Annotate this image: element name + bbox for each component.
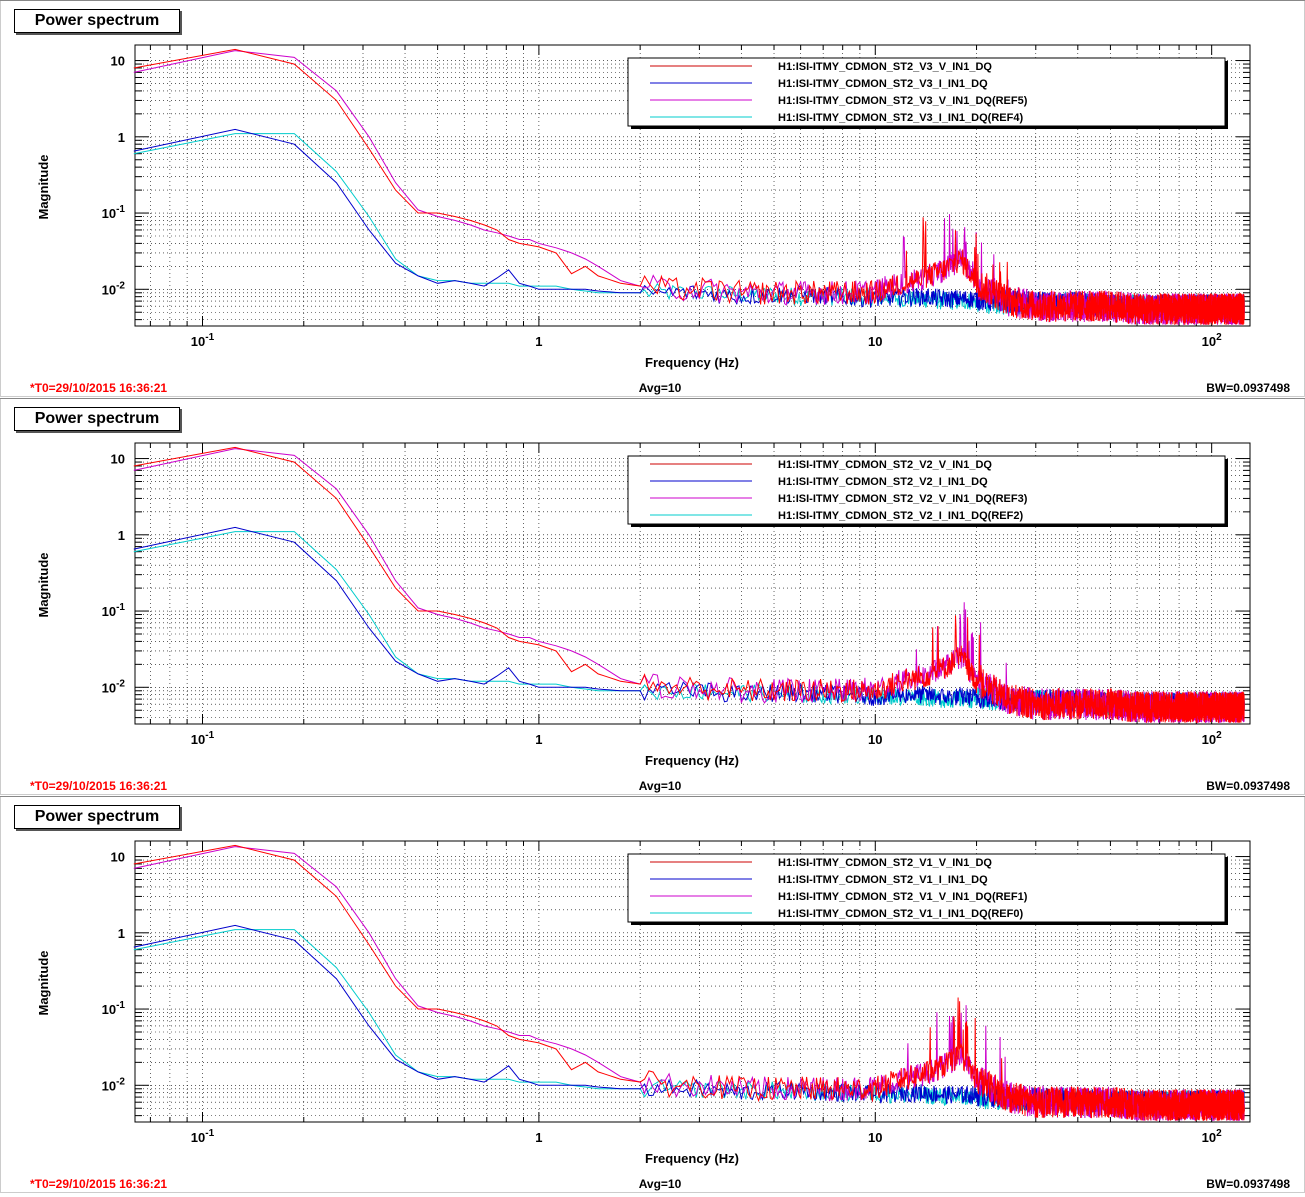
x-tick-label: 10-1 (191, 1128, 215, 1145)
x-tick-label: 10 (868, 334, 882, 349)
x-axis-label: Frequency (Hz) (645, 1151, 739, 1166)
spectrum-panel: 10-1 1 10 102 10-2 10-1 1 10 Frequency (Hz) Magni… (0, 398, 1305, 796)
y-tick-label: 10-1 (102, 602, 126, 619)
series-line (133, 48, 1245, 325)
legend-entry: H1:ISI-ITMY_CDMON_ST2_V3_I_IN1_DQ (778, 78, 988, 90)
y-axis-label: Magnitude (36, 155, 51, 220)
x-tick-label: 102 (1202, 730, 1222, 747)
y-axis-label: Magnitude (36, 553, 51, 618)
bandwidth-label: BW=0.0937498 (1206, 779, 1290, 793)
x-tick-label: 102 (1202, 332, 1222, 349)
y-tick-label: 10 (111, 850, 125, 865)
x-tick-label: 1 (535, 732, 542, 747)
y-tick-label: 10-1 (102, 204, 126, 221)
y-tick-label: 10 (111, 452, 125, 467)
axis-ticks (135, 841, 1250, 1122)
series-group (133, 446, 1245, 724)
x-tick-label: 10 (868, 732, 882, 747)
legend-entry: H1:ISI-ITMY_CDMON_ST2_V3_I_IN1_DQ(REF4) (778, 112, 1023, 124)
legend-entry: H1:ISI-ITMY_CDMON_ST2_V2_I_IN1_DQ(REF2) (778, 510, 1023, 522)
y-tick-label: 1 (118, 130, 125, 145)
grid (135, 45, 1250, 326)
spectrum-chart: 10-1 1 10 102 10-2 10-1 1 10 Frequency (Hz) Magni… (0, 0, 1305, 397)
legend: H1:ISI-ITMY_CDMON_ST2_V2_V_IN1_DQ H1:ISI-… (627, 455, 1228, 527)
axis-ticks (135, 45, 1250, 326)
legend-entry: H1:ISI-ITMY_CDMON_ST2_V2_V_IN1_DQ (778, 459, 992, 471)
grid (135, 443, 1250, 724)
legend-entry: H1:ISI-ITMY_CDMON_ST2_V3_V_IN1_DQ (778, 61, 992, 73)
series-group (133, 844, 1245, 1121)
legend-entry: H1:ISI-ITMY_CDMON_ST2_V1_I_IN1_DQ (778, 874, 988, 886)
panel-title: Power spectrum (14, 407, 180, 431)
y-tick-label: 1 (118, 528, 125, 543)
spectrum-panel: 10-1 1 10 102 10-2 10-1 1 10 Frequency (Hz) Magni… (0, 0, 1305, 398)
legend-entry: H1:ISI-ITMY_CDMON_ST2_V1_V_IN1_DQ (778, 857, 992, 869)
panel-title: Power spectrum (14, 9, 180, 33)
x-tick-label: 10 (868, 1130, 882, 1145)
x-tick-label: 102 (1202, 1128, 1222, 1145)
series-group (133, 48, 1245, 325)
average-label: Avg=10 (639, 381, 682, 395)
spectrum-chart: 10-1 1 10 102 10-2 10-1 1 10 Frequency (Hz) Magni… (0, 398, 1305, 795)
legend-entry: H1:ISI-ITMY_CDMON_ST2_V2_V_IN1_DQ(REF3) (778, 493, 1028, 505)
timestamp-label: *T0=29/10/2015 16:36:21 (30, 381, 167, 395)
spectrum-chart: 10-1 1 10 102 10-2 10-1 1 10 Frequency (Hz) Magni… (0, 796, 1305, 1193)
legend-entry: H1:ISI-ITMY_CDMON_ST2_V1_I_IN1_DQ(REF0) (778, 908, 1023, 920)
legend-entry: H1:ISI-ITMY_CDMON_ST2_V2_I_IN1_DQ (778, 476, 988, 488)
bandwidth-label: BW=0.0937498 (1206, 1177, 1290, 1191)
timestamp-label: *T0=29/10/2015 16:36:21 (30, 779, 167, 793)
x-tick-label: 1 (535, 1130, 542, 1145)
x-tick-label: 10-1 (191, 332, 215, 349)
x-axis-label: Frequency (Hz) (645, 753, 739, 768)
spectrum-panel: 10-1 1 10 102 10-2 10-1 1 10 Frequency (Hz) Magni… (0, 796, 1305, 1194)
average-label: Avg=10 (639, 779, 682, 793)
x-tick-label: 1 (535, 334, 542, 349)
series-line (133, 844, 1245, 1121)
y-tick-label: 10-2 (102, 1076, 126, 1093)
y-tick-label: 1 (118, 926, 125, 941)
y-tick-label: 10-2 (102, 678, 126, 695)
legend: H1:ISI-ITMY_CDMON_ST2_V1_V_IN1_DQ H1:ISI-… (627, 853, 1228, 925)
y-tick-label: 10-2 (102, 280, 126, 297)
x-axis-label: Frequency (Hz) (645, 355, 739, 370)
panel-title: Power spectrum (14, 805, 180, 829)
legend: H1:ISI-ITMY_CDMON_ST2_V3_V_IN1_DQ H1:ISI-… (627, 57, 1228, 129)
x-tick-label: 10-1 (191, 730, 215, 747)
y-axis-label: Magnitude (36, 951, 51, 1016)
series-line (133, 446, 1245, 724)
grid (135, 841, 1250, 1122)
y-tick-label: 10-1 (102, 1000, 126, 1017)
legend-entry: H1:ISI-ITMY_CDMON_ST2_V3_V_IN1_DQ(REF5) (778, 95, 1028, 107)
y-tick-label: 10 (111, 54, 125, 69)
timestamp-label: *T0=29/10/2015 16:36:21 (30, 1177, 167, 1191)
bandwidth-label: BW=0.0937498 (1206, 381, 1290, 395)
legend-entry: H1:ISI-ITMY_CDMON_ST2_V1_V_IN1_DQ(REF1) (778, 891, 1028, 903)
average-label: Avg=10 (639, 1177, 682, 1191)
